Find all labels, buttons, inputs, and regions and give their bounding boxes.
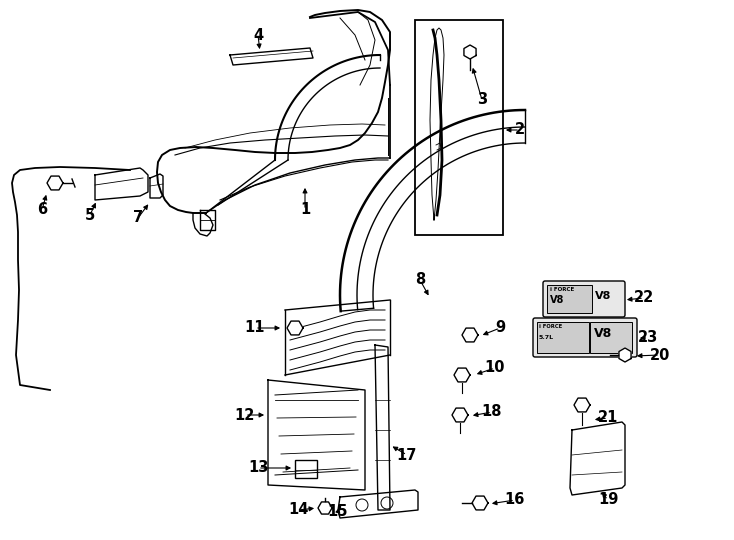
Polygon shape (462, 328, 478, 342)
Text: 20: 20 (650, 348, 670, 362)
Text: 10: 10 (484, 361, 505, 375)
Polygon shape (472, 496, 488, 510)
Text: 5.7L: 5.7L (539, 335, 554, 340)
Polygon shape (619, 348, 631, 362)
Polygon shape (464, 45, 476, 59)
Text: 8: 8 (415, 273, 425, 287)
FancyBboxPatch shape (533, 318, 637, 357)
Text: i FORCE: i FORCE (539, 324, 562, 329)
Text: 21: 21 (597, 410, 618, 426)
Text: i FORCE: i FORCE (550, 287, 574, 292)
Text: 12: 12 (235, 408, 255, 422)
Bar (415, 20, 503, 235)
Text: 14: 14 (288, 503, 308, 517)
Polygon shape (287, 321, 303, 335)
Text: 13: 13 (248, 461, 268, 476)
Text: 5: 5 (85, 207, 95, 222)
Bar (295, 460, 317, 478)
Text: 18: 18 (482, 404, 502, 420)
Text: 3: 3 (477, 92, 487, 107)
Polygon shape (574, 398, 590, 412)
FancyBboxPatch shape (543, 281, 625, 317)
Text: V8: V8 (550, 295, 564, 305)
Text: 11: 11 (244, 321, 265, 335)
Text: 23: 23 (638, 330, 658, 346)
Text: 1: 1 (300, 202, 310, 218)
Text: 6: 6 (37, 202, 47, 218)
Text: 4: 4 (253, 28, 263, 43)
Text: 16: 16 (505, 492, 526, 508)
Text: 9: 9 (495, 321, 505, 335)
Text: V8: V8 (594, 327, 612, 340)
Polygon shape (454, 368, 470, 382)
Text: 22: 22 (634, 291, 654, 306)
Bar (547, 285, 592, 313)
Polygon shape (47, 176, 63, 190)
Text: 2: 2 (515, 123, 525, 138)
Text: 15: 15 (328, 504, 348, 519)
Text: 19: 19 (597, 492, 618, 508)
Bar (590, 322, 632, 353)
Text: 7: 7 (133, 211, 143, 226)
Bar (537, 322, 589, 353)
Polygon shape (318, 502, 332, 514)
Text: V8: V8 (595, 291, 611, 301)
Polygon shape (452, 408, 468, 422)
Text: 17: 17 (397, 448, 417, 462)
